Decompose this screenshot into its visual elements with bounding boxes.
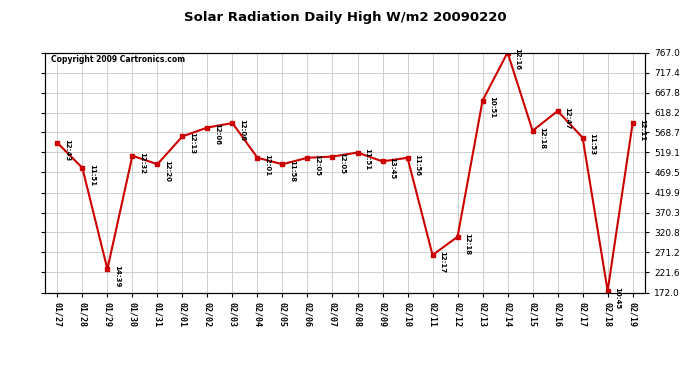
Text: 12:06: 12:06 <box>215 123 220 146</box>
Text: 10:45: 10:45 <box>615 287 620 309</box>
Text: 12:05: 12:05 <box>339 152 346 174</box>
Text: 11:58: 11:58 <box>289 160 295 182</box>
Text: 12:01: 12:01 <box>264 154 270 176</box>
Text: 12:32: 12:32 <box>139 152 146 174</box>
Text: 11:51: 11:51 <box>89 164 95 186</box>
Text: 11:53: 11:53 <box>589 134 595 156</box>
Text: 13:45: 13:45 <box>389 157 395 180</box>
Text: Copyright 2009 Cartronics.com: Copyright 2009 Cartronics.com <box>51 55 185 64</box>
Text: 11:51: 11:51 <box>364 148 371 171</box>
Text: 10:51: 10:51 <box>489 96 495 118</box>
Text: Solar Radiation Daily High W/m2 20090220: Solar Radiation Daily High W/m2 20090220 <box>184 11 506 24</box>
Text: 12:16: 12:16 <box>515 48 520 70</box>
Text: 12:18: 12:18 <box>540 127 546 149</box>
Text: 12:11: 12:11 <box>640 119 646 141</box>
Text: 11:56: 11:56 <box>415 154 420 176</box>
Text: 12:17: 12:17 <box>440 251 446 273</box>
Text: 12:05: 12:05 <box>315 154 320 176</box>
Text: 12:06: 12:06 <box>239 119 246 141</box>
Text: 14:39: 14:39 <box>115 265 120 287</box>
Text: 12:13: 12:13 <box>189 132 195 154</box>
Text: 12:43: 12:43 <box>64 139 70 161</box>
Text: 12:47: 12:47 <box>564 107 571 129</box>
Text: 12:20: 12:20 <box>164 160 170 182</box>
Text: 12:18: 12:18 <box>464 232 471 255</box>
